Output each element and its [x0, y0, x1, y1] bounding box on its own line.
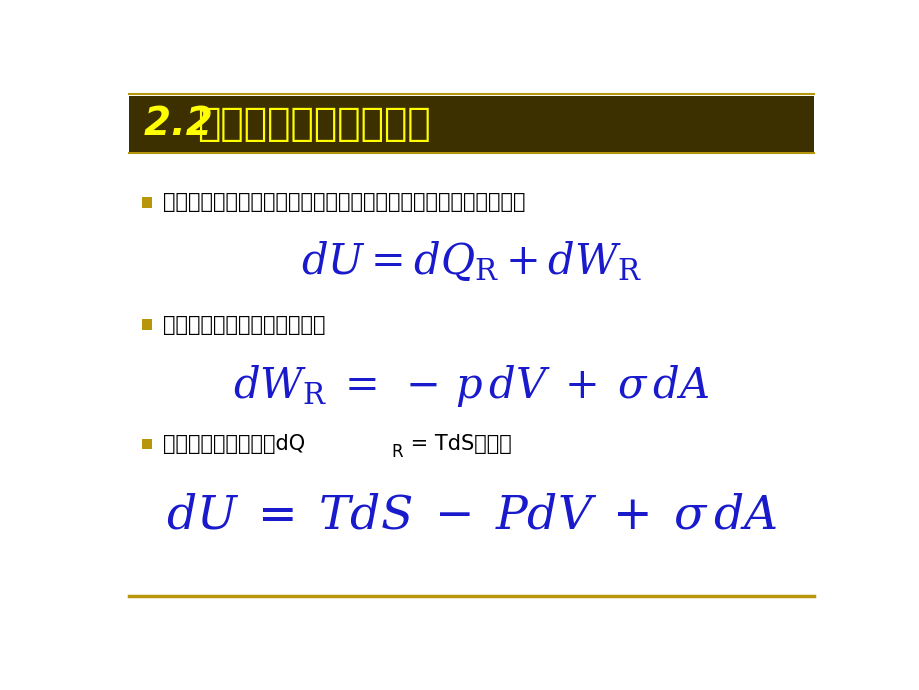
Text: $dU=dQ_{\mathrm{R}} + dW_{\mathrm{R}}$: $dU=dQ_{\mathrm{R}} + dW_{\mathrm{R}}$	[301, 239, 641, 283]
Text: 热力学第一定律告诉我们可逆条件下生成单位表面时内能的变化：: 热力学第一定律告诉我们可逆条件下生成单位表面时内能的变化：	[164, 193, 526, 213]
Text: 表面张力的热力学定义: 表面张力的热力学定义	[197, 105, 430, 143]
Text: $dU\; =\; TdS\; -\; PdV\; +\; \sigma\,dA$: $dU\; =\; TdS\; -\; PdV\; +\; \sigma\,dA…	[165, 493, 777, 538]
Text: 系统功包括膨胀功和表面功：: 系统功包括膨胀功和表面功：	[164, 315, 325, 335]
Text: = TdS，得：: = TdS，得：	[404, 434, 512, 454]
Text: $dW_{\mathrm{R}}\; =\; -\,p\,dV\; +\; \sigma\,dA$: $dW_{\mathrm{R}}\; =\; -\,p\,dV\; +\; \s…	[233, 363, 709, 408]
Text: 2.2: 2.2	[143, 105, 225, 143]
Bar	[142, 319, 152, 330]
Bar	[142, 197, 152, 208]
Text: R: R	[391, 442, 403, 460]
Bar	[142, 439, 152, 449]
Text: 由热力学第二定律，dQ: 由热力学第二定律，dQ	[164, 434, 305, 454]
FancyBboxPatch shape	[129, 96, 813, 152]
